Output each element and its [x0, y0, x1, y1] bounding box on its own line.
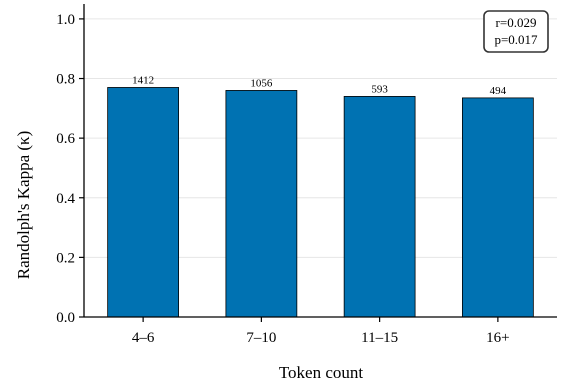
stats-p-value: p=0.017 [494, 32, 538, 47]
bar-count-label: 494 [490, 85, 507, 97]
bar [225, 90, 298, 318]
bar [343, 96, 416, 318]
y-ticks: 0.0 0.2 0.4 0.6 0.8 1.0 [56, 12, 84, 326]
bar-count-labels: 1412 1056 593 494 [132, 74, 507, 96]
bar [107, 87, 179, 318]
stats-r-value: r=0.029 [496, 15, 537, 30]
x-tick-label: 4–6 [132, 330, 155, 346]
stats-annotation-box [483, 10, 549, 53]
bar-count-label: 1056 [250, 77, 273, 89]
axes [83, 4, 557, 318]
x-axis-label: Token count [279, 363, 364, 382]
stats-annotation: r=0.029 p=0.017 [483, 10, 549, 53]
y-tick-label: 0.6 [56, 131, 75, 147]
y-tick-label: 0.8 [56, 72, 75, 88]
x-tick-label: 11–15 [361, 330, 398, 346]
y-tick-label: 1.0 [56, 12, 75, 28]
y-tick-label: 0.2 [56, 250, 75, 266]
bars [107, 87, 534, 318]
y-tick-label: 0.0 [56, 310, 75, 326]
bar-count-label: 593 [371, 83, 388, 95]
y-tick-label: 0.4 [56, 191, 75, 207]
bar-count-label: 1412 [132, 74, 154, 86]
x-tick-label: 7–10 [246, 330, 276, 346]
x-tick-label: 16+ [486, 330, 509, 346]
y-axis-label: Randolph's Kappa (κ) [14, 131, 33, 280]
x-ticks: 4–6 7–10 11–15 16+ [132, 317, 510, 346]
bar [461, 97, 534, 318]
